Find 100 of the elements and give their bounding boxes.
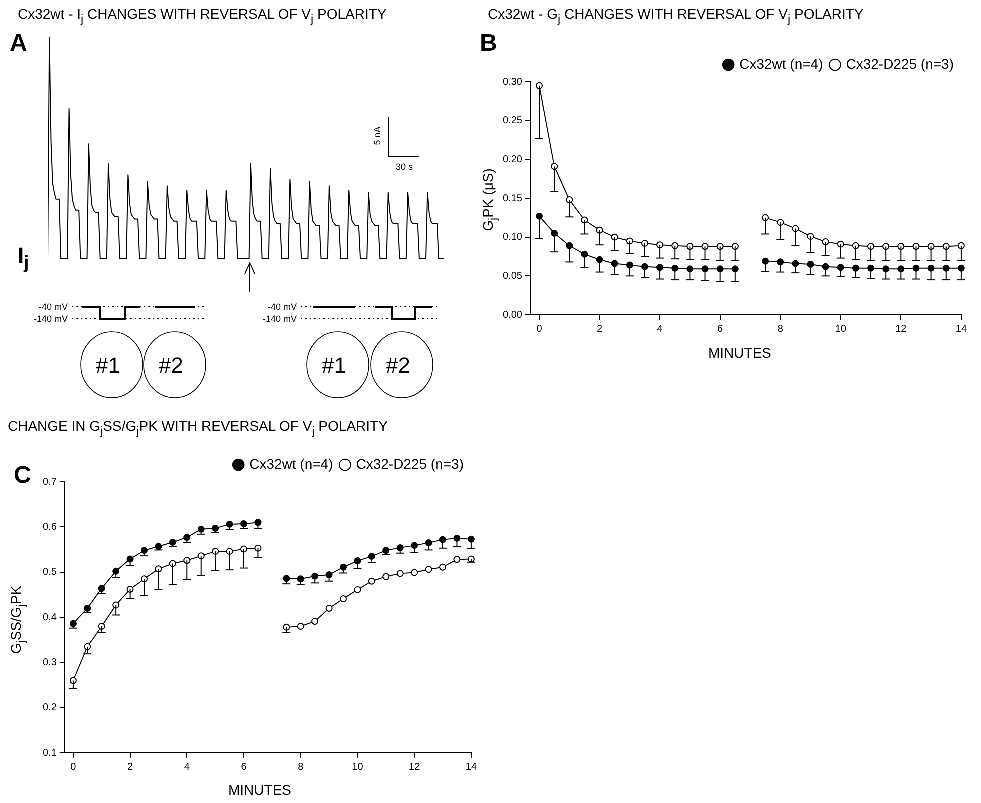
y-tick-label: 0.1 bbox=[42, 748, 58, 759]
y-axis-title: I$_{j}$ bbox=[18, 243, 30, 274]
point bbox=[551, 230, 558, 237]
x-axis-title: MINUTES bbox=[708, 345, 772, 361]
legend-label: Cx32wt (n=4) bbox=[740, 56, 824, 72]
point bbox=[626, 262, 634, 269]
point bbox=[240, 520, 248, 528]
point bbox=[777, 258, 784, 266]
point bbox=[672, 264, 679, 272]
y-tick-label: 0.10 bbox=[502, 232, 523, 244]
point bbox=[184, 534, 191, 542]
cell-pair-diagram: -40 mV -140 mV #1 #2 bbox=[20, 302, 210, 402]
point bbox=[868, 264, 875, 272]
x-tick-label: 2 bbox=[597, 324, 603, 335]
y-tick-label: 0.30 bbox=[502, 76, 523, 88]
point bbox=[581, 250, 588, 258]
point bbox=[411, 542, 418, 550]
point bbox=[425, 539, 432, 546]
point bbox=[254, 519, 262, 526]
point bbox=[536, 212, 544, 220]
point bbox=[641, 263, 648, 270]
x-tick-label: 12 bbox=[896, 324, 908, 335]
x-tick-label: 12 bbox=[409, 762, 421, 773]
point bbox=[340, 595, 348, 602]
x-tick-label: 14 bbox=[956, 324, 968, 335]
point bbox=[928, 264, 935, 272]
text: B bbox=[480, 30, 498, 58]
point bbox=[212, 525, 220, 532]
y-tick-label: 0.4 bbox=[42, 612, 58, 624]
point bbox=[354, 586, 362, 594]
y-tick-label: 0.15 bbox=[502, 193, 523, 204]
x-tick-label: 14 bbox=[466, 762, 478, 773]
x-tick-label: 0 bbox=[70, 762, 77, 773]
point bbox=[882, 266, 890, 273]
x-tick-label: 0 bbox=[536, 324, 543, 335]
point bbox=[596, 256, 604, 264]
point bbox=[254, 544, 262, 552]
point bbox=[656, 264, 664, 272]
y-tick-label: 0.00 bbox=[502, 310, 523, 321]
point bbox=[312, 572, 319, 580]
point bbox=[822, 263, 830, 270]
x-axis-title: MINUTES bbox=[228, 782, 292, 798]
chart-title: Cx32wt - I$_{j}$ CHANGES WITH REVERSAL OF V$_{j}$ POLARITY bbox=[18, 6, 387, 26]
cell-pair-diagram: -40 mV -140 mV #1 #2 bbox=[253, 302, 443, 402]
point bbox=[837, 264, 844, 272]
y-tick-label: 0.2 bbox=[42, 702, 58, 714]
chart-title: CHANGE IN G$_{j}$SS/G$_{j}$PK WITH REVERSAL OF V$_{j}$ POLARITY bbox=[8, 418, 388, 438]
point bbox=[297, 623, 304, 630]
point bbox=[468, 536, 475, 543]
point bbox=[226, 520, 234, 528]
point bbox=[98, 585, 106, 592]
point bbox=[440, 564, 447, 571]
y-tick-label: 0.3 bbox=[42, 657, 58, 668]
point bbox=[112, 568, 120, 575]
y-tick-label: 0.25 bbox=[502, 116, 523, 127]
point bbox=[912, 264, 920, 272]
point bbox=[454, 556, 461, 564]
legend-label: Cx32wt (n=4) bbox=[250, 456, 334, 472]
point bbox=[942, 264, 950, 272]
point bbox=[411, 569, 418, 576]
legend-label: Cx32-D225 (n=3) bbox=[356, 456, 464, 472]
text: A bbox=[10, 30, 28, 58]
point bbox=[425, 566, 432, 574]
point bbox=[169, 539, 176, 546]
legend-label: Cx32-D225 (n=3) bbox=[846, 56, 954, 72]
y-tick-label: 0.05 bbox=[502, 270, 523, 282]
annotation: 30 s bbox=[396, 162, 414, 172]
point bbox=[958, 264, 965, 272]
point bbox=[326, 604, 333, 612]
point bbox=[326, 572, 333, 579]
point bbox=[312, 618, 319, 626]
point bbox=[454, 534, 461, 542]
point bbox=[382, 573, 390, 580]
point bbox=[762, 258, 770, 265]
point bbox=[84, 604, 92, 612]
x-tick-label: 6 bbox=[718, 324, 724, 335]
point bbox=[297, 576, 304, 583]
point bbox=[852, 264, 860, 272]
x-tick-label: 4 bbox=[657, 324, 664, 335]
x-tick-label: 8 bbox=[298, 762, 304, 773]
point bbox=[440, 536, 447, 544]
y-tick-label: 0.6 bbox=[42, 522, 58, 533]
point bbox=[807, 261, 814, 268]
chart-title: Cx32wt - G$_{j}$ CHANGES WITH REVERSAL OF V$_{j}$ POLARITY bbox=[488, 6, 864, 26]
point bbox=[732, 266, 739, 273]
x-tick-label: 10 bbox=[352, 762, 364, 773]
y-tick-label: 0.7 bbox=[42, 476, 58, 488]
point bbox=[354, 558, 362, 565]
y-tick-label: 0.20 bbox=[502, 154, 523, 166]
text: C bbox=[14, 462, 32, 490]
point bbox=[396, 570, 404, 578]
y-tick-label: 0.5 bbox=[42, 567, 58, 578]
point bbox=[368, 553, 376, 560]
x-tick-label: 10 bbox=[835, 324, 847, 335]
x-tick-label: 8 bbox=[778, 324, 784, 335]
x-tick-label: 4 bbox=[184, 762, 190, 773]
point bbox=[340, 564, 348, 571]
point bbox=[566, 242, 574, 250]
scale-bar: 5 nA 30 s bbox=[372, 112, 424, 178]
annotation: 5 nA bbox=[372, 126, 382, 146]
